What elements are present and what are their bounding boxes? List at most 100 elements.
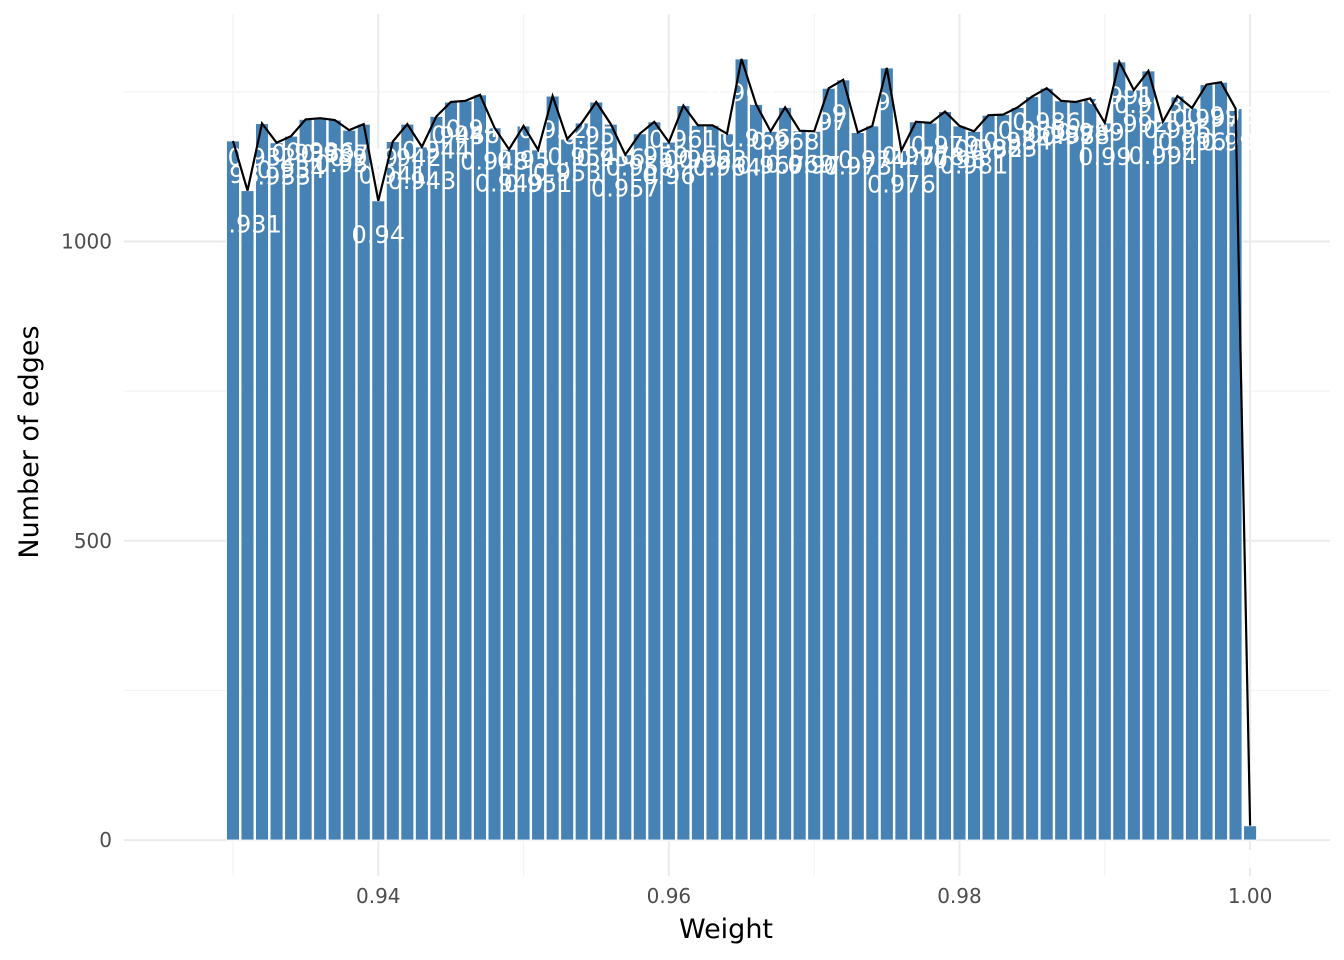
- bar: [472, 94, 488, 841]
- bar-value-label: 0.979: [911, 132, 980, 160]
- bar-value-label: 0.996: [1158, 128, 1227, 156]
- bar: [1097, 122, 1112, 841]
- bar: [952, 125, 967, 841]
- bar-value-label: 0.99: [1078, 143, 1131, 171]
- bar: [371, 200, 386, 841]
- bar-value-label: 0.967: [736, 151, 805, 179]
- bar-value-label: 0.975: [852, 88, 921, 116]
- x-tick-label: 0.94: [356, 884, 401, 908]
- y-axis-tick-labels: 0 500 1000: [61, 229, 112, 852]
- bar: [429, 115, 444, 841]
- bar-value-label: 0.946: [431, 121, 500, 149]
- bar-value-label: 0.941: [358, 162, 427, 190]
- bar: [865, 125, 880, 841]
- bar-value-label: 0.983: [969, 135, 1038, 163]
- bar-value-label: 0.995: [1143, 116, 1212, 144]
- bar: [1068, 101, 1083, 841]
- bar: [1228, 108, 1243, 841]
- bar-value-label: 0.943: [388, 167, 457, 195]
- bar-value-label: 0.933: [242, 163, 311, 191]
- bar: [502, 148, 517, 841]
- bar-value-label: 0.948: [460, 148, 529, 176]
- bar: [1025, 96, 1040, 841]
- bar: [981, 114, 996, 841]
- bar-value-label: 0.932: [228, 144, 297, 172]
- bar-value-label: 0.936: [286, 138, 355, 166]
- bar-value-label: 0.949: [475, 169, 544, 197]
- bar: [923, 122, 938, 841]
- bar-value-label: 0.978: [896, 143, 965, 171]
- bar: [1213, 81, 1229, 841]
- bar-value-label: 0.958: [605, 154, 674, 182]
- bar-value-label: 0.951: [504, 170, 573, 198]
- bar-value-label: 0.963: [678, 145, 747, 173]
- x-axis-title: Weight: [679, 914, 773, 945]
- bar-value-label: 1: [1242, 846, 1257, 874]
- bar-value-label: 0.976: [867, 170, 936, 198]
- bar-value-label: 0.989: [1056, 118, 1125, 146]
- bar: [632, 133, 647, 841]
- bar: [487, 127, 502, 841]
- bar-value-label: 0.953: [533, 159, 602, 187]
- bar-value-label: 0.95: [497, 146, 550, 174]
- bar: [690, 124, 705, 841]
- bar-value-label: 0.966: [722, 124, 791, 152]
- bar: [908, 121, 923, 841]
- bar: [458, 100, 473, 841]
- bar-value-label: 0.992: [1099, 110, 1168, 138]
- x-tick-label: 0.98: [937, 884, 982, 908]
- bar-value-label: 0.954: [547, 143, 616, 171]
- bar: [894, 149, 909, 841]
- bar: [545, 95, 560, 841]
- bar-value-labels: 0.930.9310.9320.9330.9340.9350.9360.9370…: [206, 79, 1270, 874]
- bar: [676, 105, 691, 841]
- bar-value-label: 0.944: [402, 136, 471, 164]
- x-tick-label: 1.00: [1228, 884, 1273, 908]
- bar: [618, 154, 633, 841]
- bars: [225, 58, 1258, 841]
- bar: [574, 122, 589, 841]
- bar: [1126, 89, 1141, 841]
- bar-value-label: 0.988: [1041, 122, 1110, 150]
- bar-value-label: 0.998: [1187, 102, 1256, 130]
- bar: [1155, 121, 1170, 841]
- bar: [589, 101, 604, 841]
- bar: [327, 119, 342, 841]
- y-tick-label: 0: [99, 828, 112, 852]
- bar: [937, 111, 952, 841]
- bar: [705, 124, 720, 841]
- bar: [269, 142, 284, 841]
- y-tick-label: 500: [74, 529, 112, 553]
- bar: [1083, 97, 1098, 841]
- bar: [1141, 70, 1156, 841]
- bar-value-label: 0.962: [664, 145, 733, 173]
- bar-value-label: 0.973: [823, 153, 892, 181]
- bar: [1243, 825, 1258, 841]
- bar: [443, 101, 458, 841]
- bar-value-label: 0.937: [300, 140, 369, 168]
- bar: [516, 125, 531, 841]
- bar: [821, 87, 836, 841]
- bar: [719, 133, 735, 841]
- bar-value-label: 0.985: [998, 117, 1067, 145]
- bar: [850, 132, 865, 841]
- x-axis-tick-labels: 0.94 0.96 0.98 1.00: [356, 884, 1272, 908]
- bar-value-label: 0.956: [576, 144, 645, 172]
- bar-value-label: 0.977: [882, 142, 951, 170]
- frequency-line: [231, 58, 1252, 826]
- bar-value-label: 0.957: [591, 175, 660, 203]
- bar: [1112, 61, 1127, 841]
- bar-value-label: 0.934: [257, 156, 326, 184]
- bar-value-label: 0.984: [983, 127, 1052, 155]
- bar: [749, 103, 764, 841]
- y-tick-label: 1000: [61, 229, 112, 253]
- bar: [647, 121, 662, 841]
- bar-value-label: 0.935: [271, 139, 340, 167]
- bar-value-label: 0.955: [562, 122, 631, 150]
- bar-value-label: 0.97: [787, 151, 840, 179]
- bar: [966, 130, 982, 841]
- bar: [1199, 84, 1214, 841]
- bar-value-label: 0.969: [765, 151, 834, 179]
- bar-value-label: 0.997: [1172, 105, 1241, 133]
